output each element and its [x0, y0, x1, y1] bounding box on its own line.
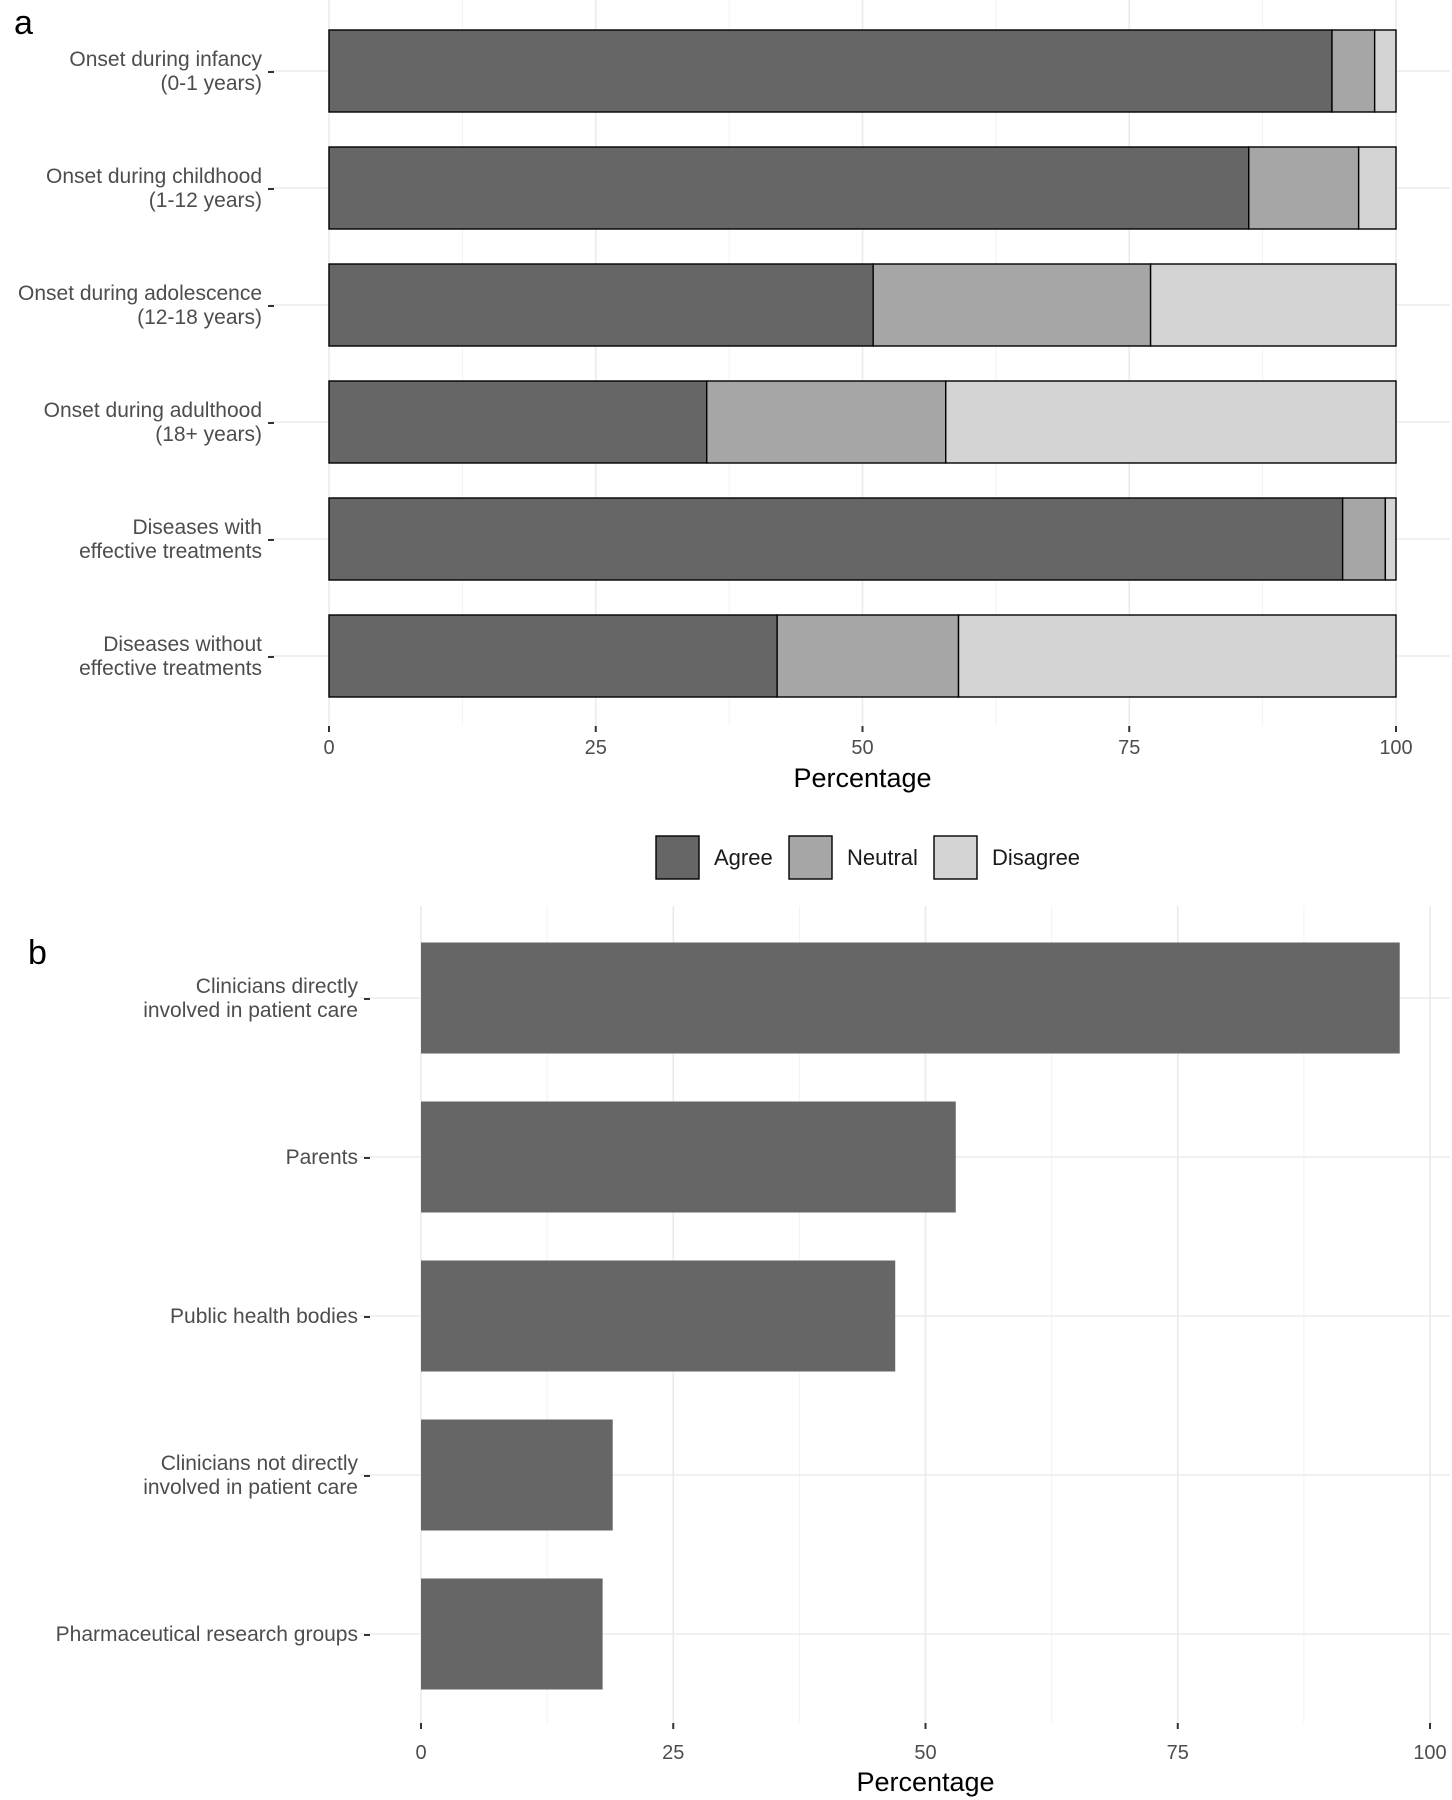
legend-swatch-disagree	[933, 835, 978, 880]
bar-disagree-onset-during-infancy-0-1-years	[1373, 29, 1397, 113]
bar-agree-diseases-with-effective-treatments	[328, 497, 1344, 581]
category-label-parents: Parents	[286, 1146, 358, 1169]
category-label-public-health-bodies: Public health bodies	[170, 1305, 358, 1328]
category-label-line: Onset during childhood	[46, 165, 262, 188]
x-tick-label-0: 0	[415, 1742, 426, 1764]
legend: Agree Neutral Disagree	[655, 835, 1080, 880]
category-label-line: Diseases without	[103, 633, 262, 656]
category-label-line: effective treatments	[79, 540, 262, 563]
panel-a-category-labels: Onset during infancy (0-1 years)Onset dur…	[18, 48, 274, 680]
panel-a: a Onset during infancy (0-1 years)Onset d…	[14, 0, 1450, 880]
category-label-line: (1-12 years)	[149, 189, 262, 212]
category-label-line: Onset during adulthood	[44, 399, 262, 422]
panel-b-category-labels: Clinicians directly involved in patient c…	[56, 975, 370, 1646]
bar-clinicians-not-directly-involved-in-patient-care	[421, 1419, 613, 1531]
legend-label-agree: Agree	[714, 845, 773, 870]
category-label-line: (18+ years)	[155, 423, 262, 446]
x-tick-label-25: 25	[662, 1742, 684, 1764]
panel-b-x-ticks: 0 25 50 75 100	[415, 1723, 1447, 1764]
bar-disagree-onset-during-childhood-1-12-years	[1357, 146, 1397, 230]
legend-swatch-neutral	[788, 835, 833, 880]
category-label-onset-during-adulthood-18-years: Onset during adulthood (18+ years)	[44, 399, 262, 446]
bar-disagree-onset-during-adulthood-18-years	[945, 380, 1397, 464]
bar-disagree-diseases-with-effective-treatments	[1384, 497, 1397, 581]
bar-clinicians-directly-involved-in-patient-care	[421, 942, 1400, 1054]
category-label-line: (0-1 years)	[160, 72, 262, 95]
category-label-line: Parents	[286, 1146, 358, 1169]
category-label-onset-during-adolescence-12-18-years: Onset during adolescence (12-18 years)	[18, 282, 262, 329]
x-tick-label-75: 75	[1167, 1742, 1189, 1764]
x-tick-label-100: 100	[1379, 737, 1412, 759]
panel-a-x-axis-title: Percentage	[793, 763, 931, 793]
x-tick-label-0: 0	[323, 737, 334, 759]
bar-neutral-diseases-without-effective-treatments	[776, 614, 960, 698]
bar-pharmaceutical-research-groups	[421, 1578, 603, 1690]
category-label-diseases-with-effective-treatments: Diseases with effective treatments	[79, 516, 262, 563]
category-label-pharmaceutical-research-groups: Pharmaceutical research groups	[56, 1623, 358, 1646]
bar-agree-onset-during-adolescence-12-18-years	[328, 263, 874, 347]
x-tick-label-100: 100	[1413, 1742, 1446, 1764]
bar-disagree-diseases-without-effective-treatments	[957, 614, 1397, 698]
bar-agree-onset-during-adulthood-18-years	[328, 380, 708, 464]
category-label-line: Diseases with	[132, 516, 262, 539]
bar-public-health-bodies	[421, 1260, 896, 1372]
category-label-line: (12-18 years)	[137, 306, 262, 329]
category-label-clinicians-not-directly-involved-in-patient-care: Clinicians not directly involved in patie…	[143, 1452, 358, 1499]
panel-a-x-ticks: 0 25 50 75 100	[323, 726, 1413, 759]
category-label-line: effective treatments	[79, 657, 262, 680]
bar-neutral-onset-during-adulthood-18-years	[706, 380, 947, 464]
category-label-line: Public health bodies	[170, 1305, 358, 1328]
x-tick-label-50: 50	[851, 737, 873, 759]
panel-a-bars	[328, 29, 1397, 698]
bar-neutral-onset-during-adolescence-12-18-years	[872, 263, 1152, 347]
category-label-line: Pharmaceutical research groups	[56, 1623, 358, 1646]
bar-agree-diseases-without-effective-treatments	[328, 614, 778, 698]
legend-label-disagree: Disagree	[992, 845, 1080, 870]
category-label-clinicians-directly-involved-in-patient-care: Clinicians directly involved in patient c…	[143, 975, 358, 1022]
category-label-onset-during-childhood-1-12-years: Onset during childhood (1-12 years)	[46, 165, 262, 212]
category-label-onset-during-infancy-0-1-years: Onset during infancy (0-1 years)	[69, 48, 262, 95]
panel-a-letter: a	[14, 4, 33, 42]
legend-swatch-agree	[655, 835, 700, 880]
bar-agree-onset-during-childhood-1-12-years	[328, 146, 1250, 230]
x-tick-label-75: 75	[1118, 737, 1140, 759]
legend-label-neutral: Neutral	[847, 845, 918, 870]
category-label-line: Onset during adolescence	[18, 282, 262, 305]
category-label-line: involved in patient care	[143, 1476, 358, 1499]
category-label-line: involved in patient care	[143, 999, 358, 1022]
category-label-diseases-without-effective-treatments: Diseases without effective treatments	[79, 633, 262, 680]
bar-neutral-onset-during-infancy-0-1-years	[1331, 29, 1376, 113]
category-label-line: Clinicians not directly	[161, 1452, 359, 1475]
bar-neutral-onset-during-childhood-1-12-years	[1248, 146, 1360, 230]
panel-b: b Clinicians directly involved in patient…	[28, 906, 1450, 1797]
x-tick-label-50: 50	[914, 1742, 936, 1764]
x-tick-label-25: 25	[585, 737, 607, 759]
category-label-line: Clinicians directly	[196, 975, 359, 998]
bar-parents	[421, 1101, 956, 1213]
bar-disagree-onset-during-adolescence-12-18-years	[1149, 263, 1397, 347]
panel-b-bars	[421, 942, 1400, 1690]
panel-b-x-axis-title: Percentage	[856, 1767, 994, 1797]
panel-b-letter: b	[28, 934, 47, 972]
category-label-line: Onset during infancy	[69, 48, 262, 71]
bar-agree-onset-during-infancy-0-1-years	[328, 29, 1333, 113]
bar-neutral-diseases-with-effective-treatments	[1341, 497, 1387, 581]
